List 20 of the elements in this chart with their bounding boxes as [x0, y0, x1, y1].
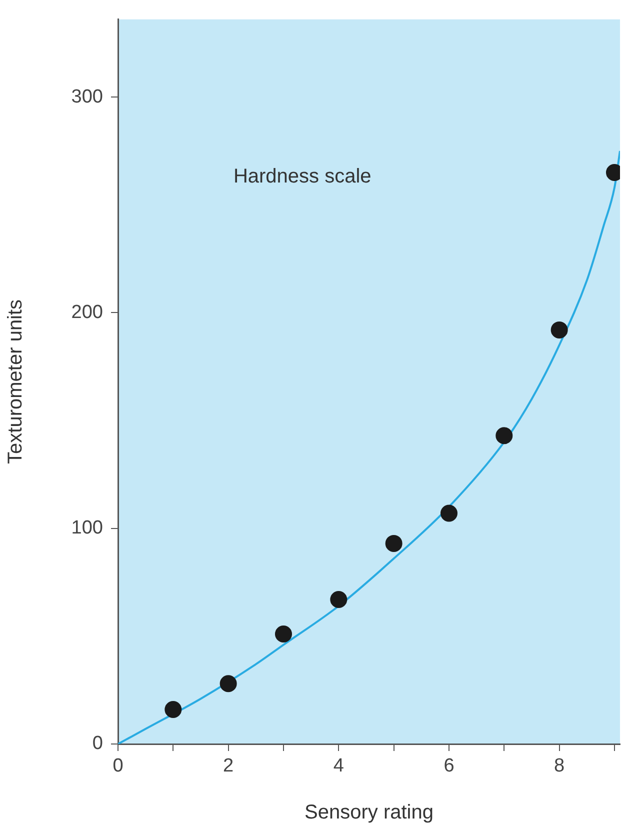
annotation: Hardness scale — [233, 165, 372, 188]
x-tick-label: 2 — [223, 756, 234, 777]
y-tick-label: 0 — [92, 733, 103, 754]
y-axis-title: Texturometer units — [4, 299, 27, 464]
x-tick-label: 4 — [333, 756, 344, 777]
x-tick-label: 6 — [444, 756, 454, 777]
point — [496, 427, 513, 444]
y-tick-label: 200 — [71, 302, 103, 323]
point — [330, 591, 348, 608]
point — [164, 700, 182, 718]
point — [550, 321, 568, 338]
x-tick-label: 0 — [112, 756, 124, 777]
point — [440, 504, 458, 522]
point — [385, 534, 402, 552]
x-axis-title: Sensory rating — [304, 802, 434, 824]
y-tick-label: 300 — [71, 86, 103, 108]
point — [274, 626, 292, 643]
y-tick-label: 100 — [71, 518, 103, 539]
x-tick-label: 8 — [554, 756, 565, 777]
point — [220, 675, 237, 692]
